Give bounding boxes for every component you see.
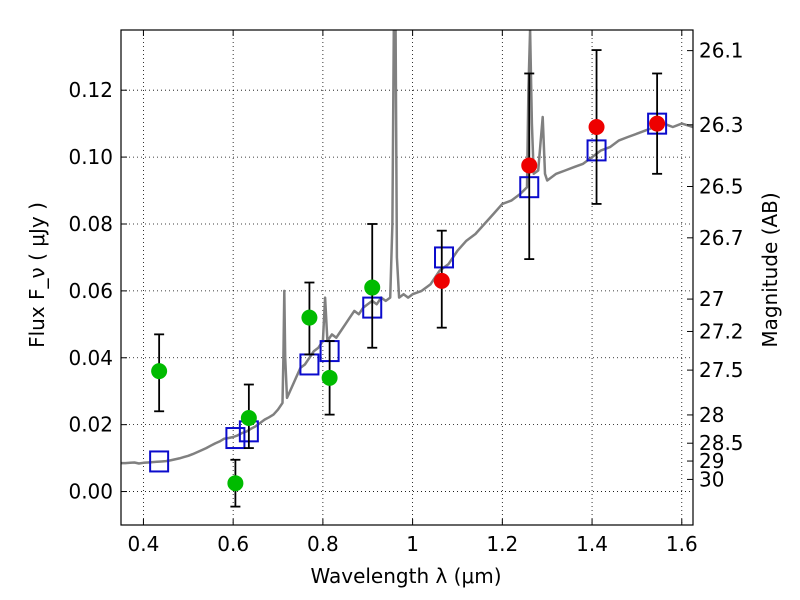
data-point bbox=[227, 475, 244, 492]
x-tick-label: 1 bbox=[406, 532, 419, 556]
y-tick-label: 0.06 bbox=[68, 279, 113, 303]
right-tick-label: 28.5 bbox=[699, 431, 744, 455]
y-tick-label: 0.00 bbox=[68, 480, 113, 504]
data-point bbox=[433, 272, 450, 289]
right-tick-label: 26.7 bbox=[699, 226, 744, 250]
x-axis-title: Wavelength λ (μm) bbox=[310, 564, 501, 588]
x-tick-label: 0.4 bbox=[128, 532, 160, 556]
right-tick-label: 27 bbox=[699, 287, 724, 311]
model-square bbox=[434, 246, 455, 269]
tick-marks bbox=[121, 30, 693, 525]
axes-frame bbox=[120, 29, 694, 526]
data-point bbox=[151, 363, 168, 380]
model-square bbox=[225, 427, 246, 450]
data-point bbox=[521, 157, 538, 174]
model-square bbox=[149, 450, 170, 473]
right-tick-label: 26.3 bbox=[699, 113, 744, 137]
y-tick-label: 0.10 bbox=[68, 145, 113, 169]
data-point bbox=[321, 369, 338, 386]
x-tick-label: 0.8 bbox=[307, 532, 339, 556]
data-point bbox=[588, 118, 605, 135]
data-point bbox=[240, 409, 257, 426]
data-point bbox=[301, 309, 318, 326]
y-tick-label: 0.04 bbox=[68, 346, 113, 370]
data-point bbox=[364, 279, 381, 296]
right-tick-label: 26.5 bbox=[699, 175, 744, 199]
tick-labels: 0.4 0.6 0.8 1 1.2 1.4 1.6 0.00 0.02 0.04 0.06 0.08 0… bbox=[68, 39, 743, 556]
x-tick-label: 1.2 bbox=[486, 532, 518, 556]
right-tick-label: 30 bbox=[699, 467, 724, 491]
right-tick-label: 26.1 bbox=[699, 39, 744, 63]
right-tick-label: 29 bbox=[699, 449, 724, 473]
plot-area bbox=[121, 30, 693, 508]
y-axis-title: Flux F_ν ( μJy ) bbox=[25, 202, 49, 348]
x-tick-label: 0.6 bbox=[217, 532, 249, 556]
y-tick-label: 0.08 bbox=[68, 212, 113, 236]
right-tick-label: 27.2 bbox=[699, 319, 744, 343]
right-tick-label: 27.5 bbox=[699, 358, 744, 382]
x-tick-label: 1.4 bbox=[576, 532, 608, 556]
y-tick-label: 0.12 bbox=[68, 78, 113, 102]
spectrum-line bbox=[121, 30, 693, 465]
data-point bbox=[649, 115, 666, 132]
grid-lines bbox=[121, 30, 693, 525]
y-tick-label: 0.02 bbox=[68, 413, 113, 437]
right-axis-title: Magnitude (AB) bbox=[758, 192, 782, 347]
right-tick-label: 28 bbox=[699, 403, 724, 427]
x-tick-label: 1.6 bbox=[666, 532, 698, 556]
